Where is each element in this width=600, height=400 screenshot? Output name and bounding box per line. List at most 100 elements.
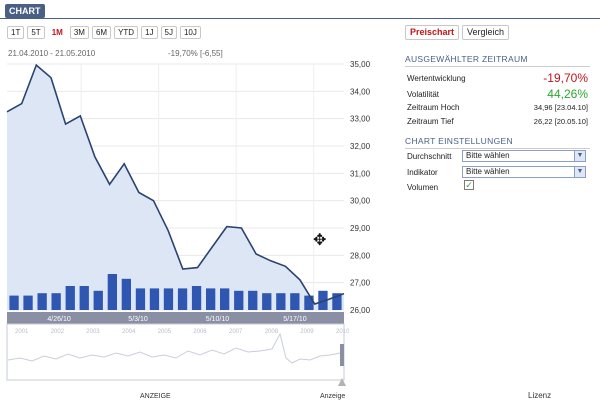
volume-bar <box>290 293 300 310</box>
y-tick-label: 31,00 <box>350 169 371 178</box>
tab-vergleich[interactable]: Vergleich <box>462 25 510 40</box>
low-value: 26,22 [20.05.10] <box>533 117 588 126</box>
y-tick-label: 32,00 <box>350 142 371 151</box>
move-cursor-icon: ✥ <box>313 232 327 249</box>
y-tick-label: 27,00 <box>350 279 371 288</box>
period-button[interactable]: 6M <box>91 26 112 39</box>
volume-bar <box>276 293 286 310</box>
x-tick-label: 5/3/10 <box>128 316 148 323</box>
ad-label: ANZEIGE <box>140 393 171 400</box>
y-tick-label: 29,00 <box>350 224 371 233</box>
volume-bar <box>220 288 230 310</box>
y-tick-label: 34,00 <box>350 87 371 96</box>
high-value: 34,96 [23.04.10] <box>533 103 588 112</box>
date-range: 21.04.2010 - 21.05.2010 <box>8 49 96 58</box>
volume-bar <box>135 288 146 310</box>
volume-bar <box>79 286 89 310</box>
date-strip <box>7 312 344 324</box>
volume-bar <box>37 293 47 310</box>
volume-bar <box>121 278 131 310</box>
volume-bar <box>149 288 160 310</box>
volume-checkbox[interactable]: ✓ <box>464 180 474 190</box>
change-readout: -19,70% [-6,55] <box>168 49 223 58</box>
navigator-line <box>7 332 341 364</box>
period-button[interactable]: 5J <box>160 26 177 39</box>
average-select-value: Bitte wählen <box>466 151 510 160</box>
ad-label-2: Anzeige <box>320 393 346 400</box>
y-tick-label: 28,00 <box>350 251 371 260</box>
tab-preischart[interactable]: Preischart <box>405 25 460 40</box>
x-tick-label: 4/26/10 <box>47 316 70 323</box>
header-bar: CHART <box>0 0 600 19</box>
navigator-handle[interactable] <box>340 344 344 366</box>
volume-bar <box>9 295 19 310</box>
average-label: Durchschnitt <box>407 152 452 161</box>
row-indicator: Indikator <box>407 168 462 177</box>
price-area <box>7 65 344 310</box>
navigator-year-label: 2010 <box>336 329 350 335</box>
row-low: Zeitraum Tief 26,22 [20.05.10] <box>407 117 588 126</box>
volatility-label: Volatilität <box>407 89 440 99</box>
row-high: Zeitraum Hoch 34,96 [23.04.10] <box>407 103 588 112</box>
volume-bar <box>234 290 244 310</box>
section-selected-period: AUSGEWÄHLTER ZEITRAUM <box>405 54 590 67</box>
legal-link[interactable]: Lizenz <box>528 391 552 400</box>
navigator-year-label: 2002 <box>51 329 65 335</box>
volume-bar <box>191 286 202 310</box>
y-tick-label: 26,00 <box>350 306 371 315</box>
volume-bar <box>51 293 61 310</box>
navigator-year-label: 2005 <box>158 329 172 335</box>
chart-tabs: Preischart Vergleich <box>405 25 510 40</box>
period-button[interactable]: 1T <box>7 26 25 39</box>
volume-bar <box>177 288 188 310</box>
navigator-year-label: 2008 <box>265 329 279 335</box>
volume-bar <box>65 286 75 310</box>
row-volatility: Volatilität 44,26% <box>407 87 588 101</box>
low-label: Zeitraum Tief <box>407 117 454 126</box>
indicator-select-value: Bitte wählen <box>466 167 510 176</box>
y-tick-label: 35,00 <box>350 60 371 69</box>
period-button[interactable]: 10J <box>179 26 201 39</box>
volume-label: Volumen <box>407 183 439 192</box>
navigator-year-label: 2001 <box>15 329 29 335</box>
period-button[interactable]: 5T <box>27 26 45 39</box>
period-button[interactable]: 3M <box>69 26 89 39</box>
indicator-label: Indikator <box>407 168 438 177</box>
navigator-year-label: 2003 <box>86 329 100 335</box>
header-title: CHART <box>5 4 45 18</box>
period-selector: 1T 5T 1M 3M 6M YTD 1J 5J 10J <box>7 26 201 39</box>
chevron-down-icon[interactable]: ▼ <box>574 151 585 161</box>
volume-bar <box>262 293 272 310</box>
y-tick-label: 33,00 <box>350 115 371 124</box>
volume-bar <box>93 290 103 310</box>
indicator-select[interactable]: Bitte wählen ▼ <box>462 166 586 178</box>
period-button[interactable]: 1J <box>141 26 158 39</box>
navigator-scroll-icon[interactable] <box>338 378 346 386</box>
period-button[interactable]: YTD <box>114 26 139 39</box>
navigator-year-label: 2006 <box>193 329 207 335</box>
row-average: Durchschnitt <box>407 152 462 161</box>
x-tick-label: 5/17/10 <box>283 316 306 323</box>
row-volume: Volumen <box>407 183 462 192</box>
volume-bar <box>206 288 216 310</box>
y-tick-label: 30,00 <box>350 197 371 206</box>
volume-bar <box>304 295 314 310</box>
volume-bar <box>248 290 258 310</box>
navigator-year-label: 2007 <box>229 329 243 335</box>
volume-bar <box>107 274 117 310</box>
navigator-year-label: 2009 <box>300 329 314 335</box>
performance-value: -19,70% <box>543 71 588 85</box>
price-chart[interactable]: 35,00 34,00 33,00 32,00 31,00 30,00 29,00 28,00… <box>0 58 390 388</box>
high-label: Zeitraum Hoch <box>407 103 460 112</box>
average-select[interactable]: Bitte wählen ▼ <box>462 150 586 162</box>
navigator-pane[interactable] <box>6 323 345 381</box>
volume-bar <box>163 288 174 310</box>
volume-bar <box>23 295 33 310</box>
volume-bar <box>332 293 342 310</box>
period-button-active[interactable]: 1M <box>47 26 67 39</box>
chevron-down-icon[interactable]: ▼ <box>574 167 585 177</box>
x-tick-label: 5/10/10 <box>206 316 229 323</box>
performance-label: Wertentwicklung <box>407 73 466 83</box>
navigator-year-label: 2004 <box>122 329 136 335</box>
